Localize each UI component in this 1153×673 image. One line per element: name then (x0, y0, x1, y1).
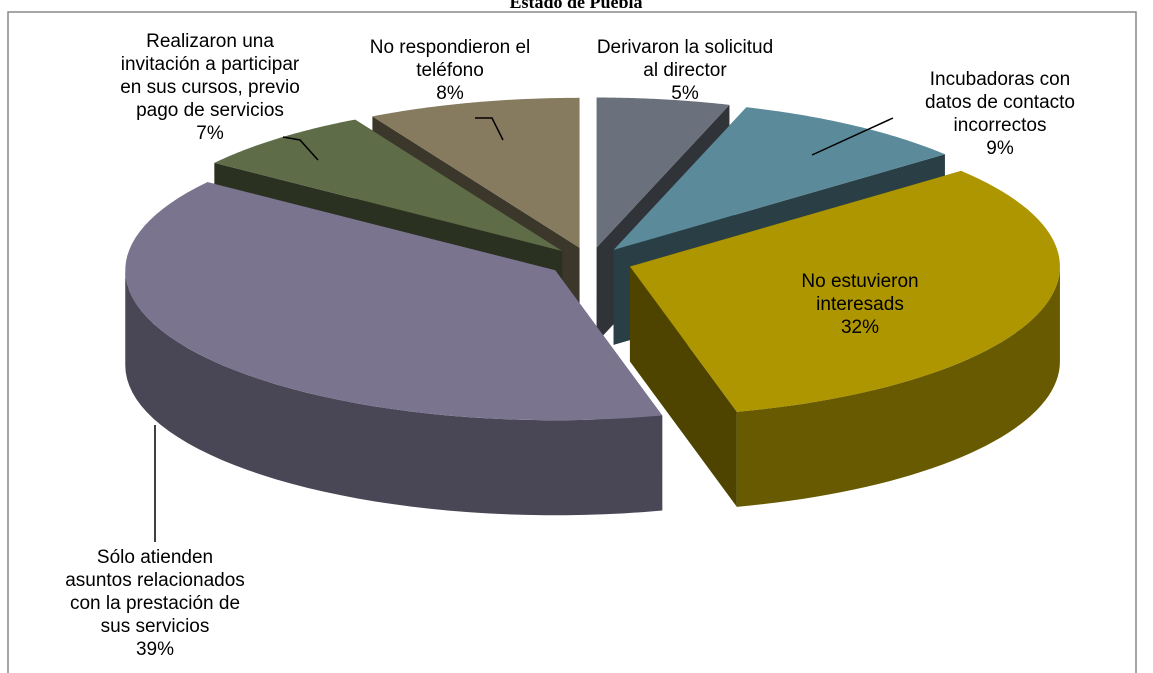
value-label: 39% (136, 639, 174, 660)
label-line: asuntos relacionados (65, 570, 245, 591)
label-line: datos de contacto (925, 92, 1075, 113)
label-line: No estuvieron (801, 271, 918, 292)
label-line: incorrectos (954, 115, 1047, 136)
value-label: 32% (841, 317, 879, 338)
value-label: 5% (671, 83, 699, 104)
slice-top (214, 119, 563, 252)
slice (125, 182, 663, 516)
slice-top (125, 182, 663, 421)
chart-title: Estado de Puebla (509, 0, 642, 12)
label-line: interesads (816, 294, 904, 315)
value-label: 7% (196, 123, 224, 144)
label-line: Realizaron una (146, 31, 274, 52)
label-line: teléfono (416, 60, 484, 81)
label-line: pago de servicios (136, 100, 284, 121)
label-line: sus servicios (101, 616, 210, 637)
value-label: 8% (436, 83, 464, 104)
label-line: Sólo atienden (97, 547, 213, 568)
slice-top (372, 97, 580, 248)
label-line: al director (643, 60, 727, 81)
slice-side (629, 266, 737, 507)
label-line: Derivaron la solicitud (597, 37, 773, 58)
leader-line (475, 117, 504, 141)
slice-top (613, 107, 945, 250)
value-label: 9% (986, 138, 1014, 159)
label-line: invitación a participar (121, 54, 300, 75)
slice-wall (736, 266, 1060, 507)
pie (125, 97, 1060, 516)
slice-top (629, 170, 1060, 412)
label-line: No respondieron el (370, 37, 531, 58)
slice (629, 170, 1060, 507)
label-line: con la prestación de (70, 593, 240, 614)
label-line: en sus cursos, previo (120, 77, 300, 98)
leader-line (282, 136, 319, 161)
label-line: Incubadoras con (930, 69, 1071, 90)
slice-top (596, 97, 730, 248)
chart-frame (7, 11, 1137, 673)
leader-line (811, 117, 894, 156)
leader-lines (154, 117, 894, 542)
slice-wall (125, 270, 663, 516)
